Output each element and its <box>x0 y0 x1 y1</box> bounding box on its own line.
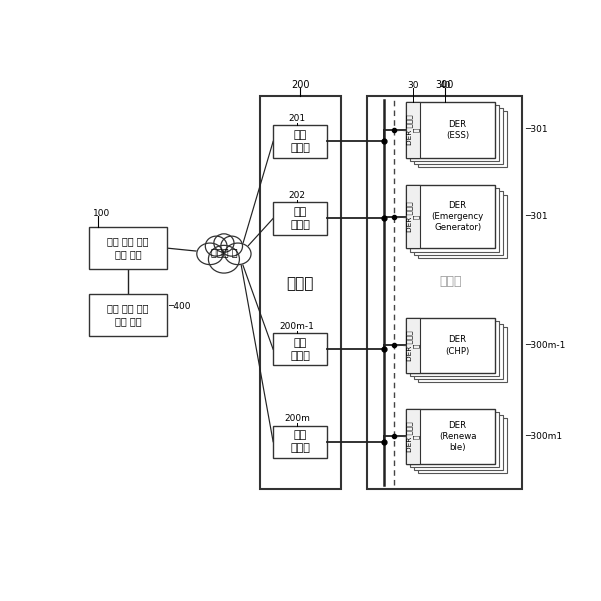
Bar <box>414 415 503 470</box>
Text: 가상 분산 자원
운용 서버: 가상 분산 자원 운용 서버 <box>107 304 148 326</box>
Bar <box>410 412 499 467</box>
Bar <box>89 294 166 336</box>
Bar <box>406 318 495 373</box>
Text: 30: 30 <box>407 81 419 90</box>
Text: 40: 40 <box>439 81 451 90</box>
Text: ─301: ─301 <box>525 126 548 135</box>
Ellipse shape <box>209 245 239 273</box>
Bar <box>260 96 341 489</box>
Bar <box>414 108 503 163</box>
Text: ─300m1: ─300m1 <box>525 432 563 441</box>
Text: DER
(CHP): DER (CHP) <box>445 335 470 356</box>
Bar <box>418 327 507 382</box>
Text: 200: 200 <box>291 81 310 90</box>
Text: DER 컨트롤
러: DER 컨트롤 러 <box>406 115 420 145</box>
Text: ─300m-1: ─300m-1 <box>525 341 566 350</box>
Text: 자원
수집부: 자원 수집부 <box>290 338 310 361</box>
Bar <box>273 203 328 234</box>
Text: 300: 300 <box>436 81 454 90</box>
Text: 100: 100 <box>93 209 110 218</box>
Bar <box>406 185 495 248</box>
Bar <box>406 102 495 157</box>
Bar <box>273 333 328 365</box>
Bar <box>89 227 166 269</box>
Text: DER
(ESS): DER (ESS) <box>446 120 469 140</box>
Bar <box>273 426 328 458</box>
Ellipse shape <box>225 243 251 264</box>
Text: 가상 분산 자원
관리 서버: 가상 분산 자원 관리 서버 <box>107 237 148 260</box>
Text: 200m: 200m <box>284 414 310 423</box>
Text: DER 컨트롤
러: DER 컨트롤 러 <box>406 421 420 451</box>
Text: DER 컨트롤
러: DER 컨트롤 러 <box>406 330 420 361</box>
Bar <box>367 96 522 489</box>
Bar <box>406 185 420 248</box>
Bar <box>406 409 495 464</box>
Text: ・・・: ・・・ <box>287 276 314 291</box>
Text: 자원
수집부: 자원 수집부 <box>290 207 310 230</box>
Bar <box>414 192 503 255</box>
Bar <box>418 418 507 474</box>
Text: ・・・: ・・・ <box>439 275 462 288</box>
Bar <box>273 125 328 157</box>
Text: DER
(Emergency
Generator): DER (Emergency Generator) <box>432 201 484 233</box>
Bar <box>406 409 420 464</box>
Text: DER 컨트롤
러: DER 컨트롤 러 <box>406 201 420 232</box>
Bar <box>414 324 503 379</box>
Text: 자원
수집부: 자원 수집부 <box>290 430 310 453</box>
Text: 인터넷 망: 인터넷 망 <box>210 247 237 257</box>
Ellipse shape <box>214 234 234 252</box>
Ellipse shape <box>197 243 223 264</box>
Bar <box>418 111 507 167</box>
Text: ─301: ─301 <box>525 212 548 221</box>
Text: 201: 201 <box>288 114 306 123</box>
Bar <box>410 321 499 376</box>
Ellipse shape <box>206 236 227 256</box>
Bar <box>406 318 420 373</box>
Text: 202: 202 <box>288 191 306 200</box>
Ellipse shape <box>221 236 243 256</box>
Text: ─400: ─400 <box>168 302 191 311</box>
Bar <box>410 188 499 252</box>
Bar <box>406 102 420 157</box>
Text: DER
(Renewa
ble): DER (Renewa ble) <box>439 421 477 452</box>
Bar <box>418 195 507 258</box>
Bar <box>410 105 499 160</box>
Text: 자원
수집부: 자원 수집부 <box>290 130 310 153</box>
Text: 200m-1: 200m-1 <box>279 322 314 331</box>
